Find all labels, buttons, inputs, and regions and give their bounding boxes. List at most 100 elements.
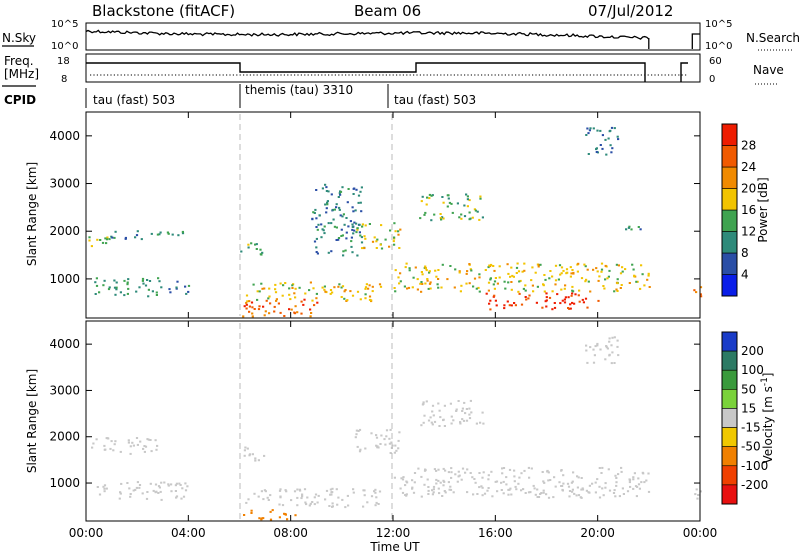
velocity-cell <box>152 489 155 492</box>
power-cell <box>488 302 491 305</box>
velocity-cell <box>626 490 630 493</box>
power-cell <box>588 129 591 132</box>
velocity-cell <box>422 401 425 404</box>
power-cell <box>332 218 335 221</box>
velocity-cell <box>149 482 152 485</box>
power-cell <box>468 282 471 285</box>
power-cell <box>393 287 396 289</box>
power-cell <box>460 284 463 287</box>
power-cell <box>123 294 126 297</box>
power-cell <box>489 308 492 311</box>
velocity-cell <box>362 505 365 508</box>
power-cell <box>325 207 328 210</box>
power-cell <box>337 237 341 239</box>
power-cell <box>344 289 347 291</box>
velocity-cell <box>444 491 447 494</box>
power-cell <box>380 224 383 227</box>
power-cell <box>274 283 277 286</box>
velocity-cell <box>507 493 510 496</box>
power-cell <box>466 270 469 273</box>
power-cell <box>562 269 565 272</box>
power-cell <box>557 278 560 281</box>
power-cell <box>569 303 572 306</box>
velocity-cell <box>473 478 476 480</box>
power-cell <box>556 293 559 296</box>
velocity-cell <box>118 497 121 500</box>
power-cell <box>356 254 359 257</box>
velocity-cell <box>155 490 158 493</box>
power-cell <box>136 230 139 233</box>
power-cell <box>506 263 509 266</box>
power-cell <box>134 236 137 239</box>
power-cell <box>291 284 294 287</box>
power-cell <box>536 263 539 266</box>
velocity-cell <box>306 496 309 499</box>
power-cell <box>141 279 144 282</box>
power-cell <box>340 235 343 237</box>
velocity-cell <box>464 471 467 474</box>
power-cell <box>416 288 419 291</box>
power-cell <box>440 218 443 221</box>
power-cell <box>245 301 248 304</box>
velocity-cell <box>448 488 451 491</box>
power-cell <box>343 223 346 226</box>
power-cell <box>315 217 318 220</box>
power-cell <box>463 204 466 207</box>
power-cell <box>300 312 303 315</box>
power-cell <box>393 236 396 239</box>
velocity-cell <box>377 503 380 505</box>
velocity-cell <box>376 445 379 448</box>
power-cell <box>345 217 348 219</box>
velocity-panel: 1000 2000 3000 4000 Slant Range [km] <box>25 320 702 522</box>
velocity-cell <box>374 488 377 491</box>
power-cell <box>393 222 396 225</box>
velocity-cell <box>481 494 484 497</box>
velocity-colorbar-box <box>721 427 738 447</box>
velocity-cell <box>632 487 635 490</box>
power-cell <box>317 223 320 226</box>
power-cell <box>350 236 353 239</box>
power-cell <box>240 250 243 253</box>
velocity-cell <box>546 469 549 472</box>
velocity-cell <box>243 514 246 516</box>
velocity-cell <box>481 486 484 489</box>
power-cell <box>344 249 347 252</box>
x-tick-label: 20:00 <box>580 526 615 540</box>
power-cell <box>323 288 326 291</box>
power-cell <box>631 263 634 266</box>
velocity-cell <box>505 483 508 486</box>
velocity-cell <box>337 496 340 499</box>
velocity-cell <box>532 484 535 487</box>
power-cell <box>517 290 520 293</box>
velocity-cell <box>442 479 445 482</box>
velocity-cell <box>262 517 265 520</box>
power-cell <box>324 290 327 293</box>
power-cell <box>603 287 606 290</box>
velocity-cell <box>278 489 282 492</box>
power-cell <box>88 236 91 239</box>
velocity-cell <box>170 483 173 486</box>
velocity-cell <box>610 362 613 365</box>
velocity-cell <box>547 471 550 474</box>
power-cell <box>487 266 490 269</box>
power-cell <box>384 238 387 241</box>
power-cell <box>596 270 599 273</box>
power-cell <box>358 223 361 226</box>
power-cell <box>573 302 576 305</box>
power-cell <box>424 211 427 214</box>
power-cell <box>496 282 499 285</box>
velocity-cell <box>568 495 571 498</box>
velocity-cell <box>628 481 631 484</box>
power-cell <box>548 277 551 280</box>
power-cell <box>560 288 563 291</box>
velocity-colorbar: 200 100 50 15 -15 -50 -100 -200 Velocity [m s-1… <box>721 331 775 505</box>
velocity-cell <box>571 490 574 493</box>
velocity-cell <box>394 444 397 447</box>
power-cell <box>104 237 107 240</box>
velocity-cell <box>150 450 153 453</box>
velocity-cell <box>269 494 272 497</box>
velocity-cell <box>154 439 157 442</box>
velocity-colorbar-frame <box>721 331 738 505</box>
power-cell <box>424 267 427 270</box>
power-cell <box>389 229 392 232</box>
